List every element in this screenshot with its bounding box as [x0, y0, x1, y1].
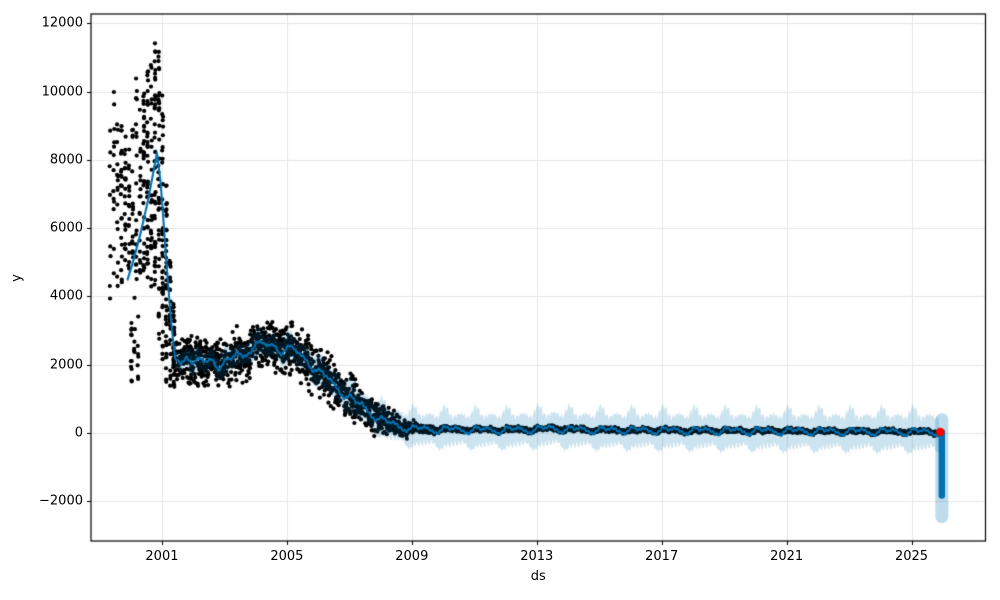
y-tick-label: 10000: [41, 84, 83, 100]
x-tick-label: 2013: [520, 549, 554, 564]
x-tick-label: 2025: [894, 549, 929, 564]
x-tick-label: 2005: [270, 549, 304, 564]
x-tick-label: 2001: [145, 549, 179, 564]
y-tick-label: 8000: [49, 152, 83, 168]
y-axis-label: y: [9, 273, 25, 282]
x-tick-label: 2009: [395, 549, 429, 564]
x-tick-label: 2017: [645, 549, 679, 564]
x-axis-label: ds: [530, 569, 546, 584]
x-tick-label: 2021: [770, 549, 804, 564]
y-tick-label: 2000: [49, 357, 83, 373]
y-tick-label: 4000: [49, 288, 83, 304]
y-tick-label: 6000: [49, 220, 83, 236]
y-tick-label: −2000: [39, 493, 83, 509]
y-tick-label: 12000: [41, 15, 83, 31]
y-tick-label: 0: [74, 425, 83, 441]
